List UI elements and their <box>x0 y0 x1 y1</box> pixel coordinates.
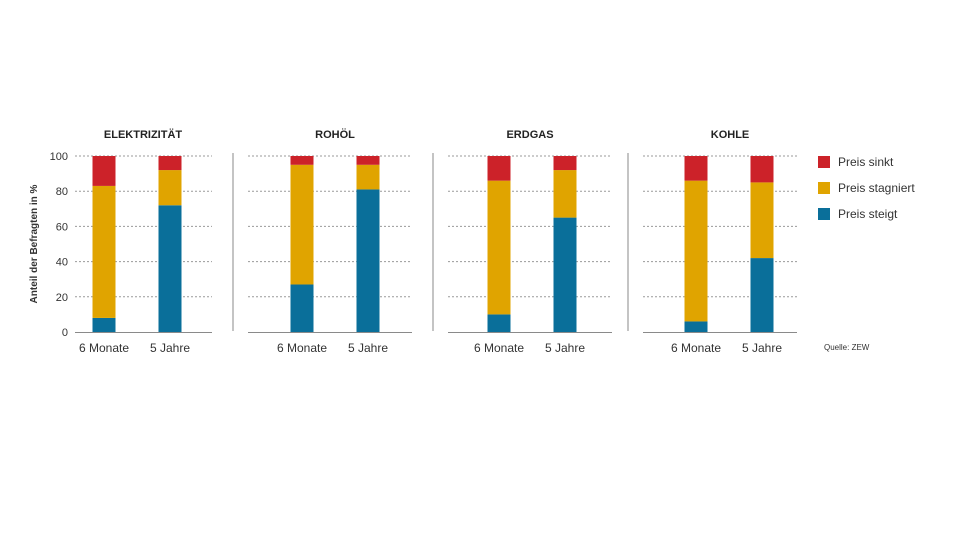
x-tick-label: 5 Jahre <box>742 341 782 355</box>
bar-segment <box>553 170 577 218</box>
bar-segment <box>290 156 314 165</box>
panel-title: ELEKTRIZITÄT <box>104 128 182 141</box>
legend-swatch <box>818 208 830 220</box>
bar-segment <box>750 156 774 183</box>
panel-title: ROHÖL <box>315 128 355 141</box>
source-note: Quelle: ZEW <box>824 343 870 352</box>
y-tick-label: 80 <box>56 186 68 198</box>
bar-segment <box>487 180 511 315</box>
x-tick-label: 6 Monate <box>79 341 129 355</box>
bar-segment <box>158 205 182 332</box>
bar-segment <box>290 284 314 332</box>
legend-item: Preis sinkt <box>818 155 894 169</box>
panel-2: ERDGAS 6 Monate 5 Jahre <box>448 129 629 355</box>
y-tick-label: 60 <box>56 221 68 233</box>
bar-segment <box>290 164 314 285</box>
panel-3: KOHLE 6 Monate 5 Jahre <box>643 129 797 355</box>
bar-segment <box>92 185 116 318</box>
x-tick-label: 5 Jahre <box>545 341 585 355</box>
y-tick-label: 20 <box>56 292 68 304</box>
legend-swatch <box>818 182 830 194</box>
bar-segment <box>553 156 577 171</box>
bar-segment <box>487 314 511 332</box>
bar-segment <box>356 156 380 165</box>
panel-0: ELEKTRIZITÄT 6 Monate 5 Jahre <box>75 128 234 355</box>
bar-segment <box>487 156 511 181</box>
legend-label: Preis steigt <box>838 207 898 221</box>
bar-segment <box>92 156 116 186</box>
legend-swatch <box>818 156 830 168</box>
bar-segment <box>750 182 774 259</box>
bar-segment <box>750 258 774 332</box>
x-tick-label: 6 Monate <box>277 341 327 355</box>
legend-item: Preis steigt <box>818 207 898 221</box>
legend-label: Preis sinkt <box>838 155 894 169</box>
bar-segment <box>158 170 182 206</box>
bar-segment <box>158 156 182 171</box>
legend-label: Preis stagniert <box>838 181 915 195</box>
panel-title: ERDGAS <box>506 129 553 141</box>
bar-segment <box>553 217 577 332</box>
panel-title: KOHLE <box>711 129 750 141</box>
y-tick-label: 40 <box>56 257 68 269</box>
bar-segment <box>356 164 380 190</box>
y-tick-label: 100 <box>50 151 68 163</box>
bar-segment <box>92 317 116 332</box>
x-tick-label: 6 Monate <box>474 341 524 355</box>
x-tick-label: 6 Monate <box>671 341 721 355</box>
bar-segment <box>684 156 708 181</box>
panel-1: ROHÖL 6 Monate 5 Jahre <box>248 128 434 355</box>
bar-segment <box>684 321 708 332</box>
y-tick-label: 0 <box>62 327 68 339</box>
x-tick-label: 5 Jahre <box>348 341 388 355</box>
legend-item: Preis stagniert <box>818 181 915 195</box>
y-axis-label: Anteil der Befragten in % <box>29 184 40 303</box>
bar-segment <box>684 180 708 322</box>
bar-segment <box>356 189 380 332</box>
x-tick-label: 5 Jahre <box>150 341 190 355</box>
